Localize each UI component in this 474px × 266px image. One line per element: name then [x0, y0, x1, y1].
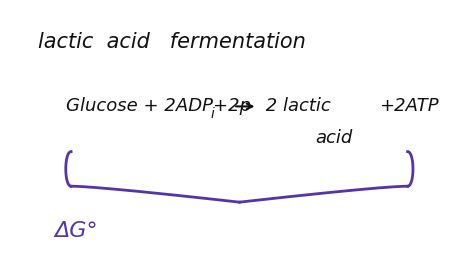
- Text: +2ATP: +2ATP: [379, 97, 439, 115]
- Text: lactic  acid   fermentation: lactic acid fermentation: [38, 32, 306, 52]
- Text: Glucose + 2ADP+2p: Glucose + 2ADP+2p: [66, 97, 251, 115]
- Text: i: i: [211, 107, 215, 121]
- Text: 2 lactic: 2 lactic: [260, 97, 330, 115]
- Text: acid: acid: [315, 129, 353, 147]
- Text: ΔG°: ΔG°: [55, 221, 98, 242]
